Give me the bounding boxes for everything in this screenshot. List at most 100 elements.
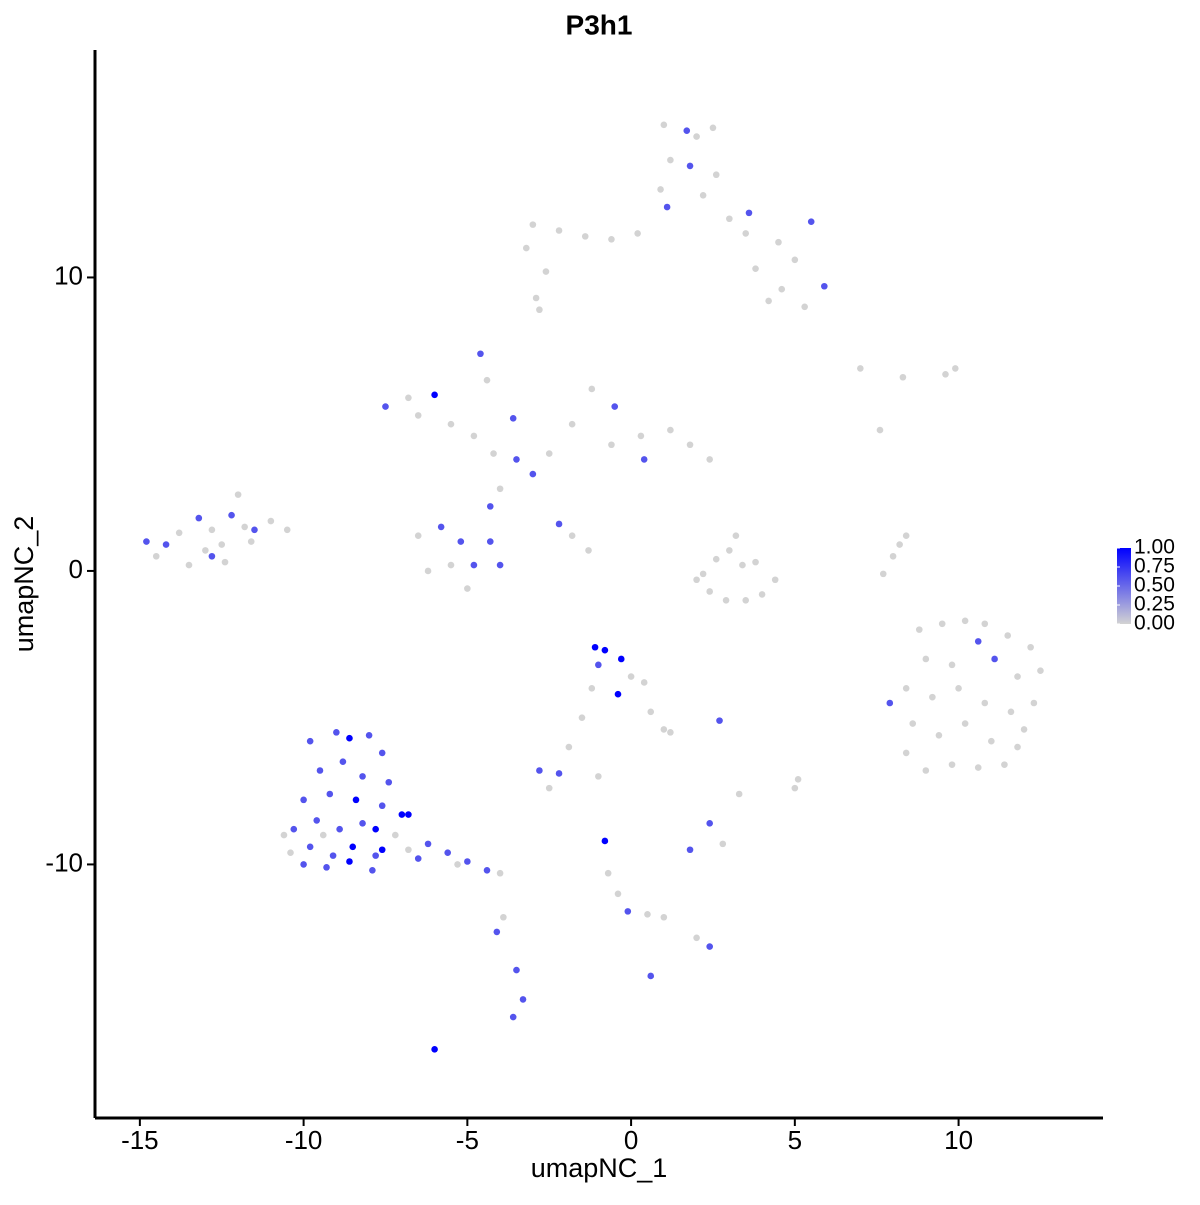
cell-point xyxy=(532,294,540,302)
cell-point xyxy=(981,699,989,707)
cell-point xyxy=(739,561,746,569)
cell-point xyxy=(398,811,406,818)
colorbar-tick-label: 0.75 xyxy=(1134,555,1175,578)
cell-point xyxy=(483,376,491,384)
cell-point xyxy=(758,591,766,598)
x-tick-label: -10 xyxy=(285,1125,323,1155)
cell-point xyxy=(346,858,353,865)
cell-point xyxy=(405,846,412,854)
cell-point xyxy=(952,365,959,372)
cell-point xyxy=(595,661,602,669)
cell-point xyxy=(1030,699,1038,707)
cell-point xyxy=(513,456,520,463)
cell-point xyxy=(392,831,399,839)
cell-point xyxy=(247,538,255,545)
x-tick-label: 10 xyxy=(944,1125,973,1155)
cell-point xyxy=(660,726,668,733)
cell-point xyxy=(686,162,694,170)
cell-point xyxy=(333,729,340,736)
chart-title: P3h1 xyxy=(566,9,633,40)
cell-point xyxy=(369,866,376,874)
cell-point xyxy=(961,617,969,625)
cell-point xyxy=(614,690,622,698)
cell-point xyxy=(346,734,353,742)
cell-point xyxy=(627,673,635,680)
cell-point xyxy=(601,646,609,654)
cell-point xyxy=(477,350,484,358)
cell-point xyxy=(195,514,203,522)
cell-point xyxy=(948,761,956,768)
cell-point xyxy=(765,297,772,305)
cell-point xyxy=(378,802,386,810)
cell-point xyxy=(319,831,327,839)
cell-point xyxy=(496,869,504,877)
cell-point xyxy=(667,156,674,164)
cell-point xyxy=(709,124,717,132)
cell-point xyxy=(1007,708,1015,716)
cell-point xyxy=(660,121,668,129)
cell-point xyxy=(522,244,530,252)
cell-point xyxy=(513,966,520,974)
cell-point xyxy=(464,585,471,592)
cell-point xyxy=(162,541,170,548)
cell-point xyxy=(988,737,995,745)
x-axis-label: umapNC_1 xyxy=(531,1153,668,1183)
colorbar-tick-label: 0.50 xyxy=(1134,574,1175,597)
cell-point xyxy=(1014,673,1021,680)
cell-point xyxy=(545,784,553,792)
cell-point xyxy=(961,720,969,727)
cell-point xyxy=(234,491,242,498)
cell-point xyxy=(935,731,943,739)
cell-point xyxy=(608,441,615,449)
cell-point xyxy=(287,849,294,856)
cell-point xyxy=(378,749,386,757)
cell-point xyxy=(581,233,589,240)
cell-point xyxy=(529,470,537,478)
cell-point xyxy=(752,265,759,272)
cell-point xyxy=(283,526,291,534)
cell-point xyxy=(431,391,438,399)
cell-point xyxy=(329,852,337,859)
cell-point xyxy=(251,526,258,534)
cell-point xyxy=(372,825,379,833)
cell-point xyxy=(529,221,537,228)
cell-point xyxy=(444,849,452,856)
cell-point xyxy=(585,547,592,554)
cell-point xyxy=(542,268,550,275)
cell-point xyxy=(644,911,651,918)
cell-point xyxy=(735,790,743,798)
cell-point xyxy=(902,749,910,757)
cell-point xyxy=(706,588,713,595)
cell-point xyxy=(608,235,615,243)
y-tick-label: 0 xyxy=(69,554,83,584)
cell-point xyxy=(493,928,501,936)
cell-point xyxy=(637,432,645,440)
cell-point xyxy=(821,282,828,290)
cell-point xyxy=(568,420,576,428)
cell-point xyxy=(536,306,543,314)
cell-point xyxy=(496,485,504,493)
cell-point xyxy=(886,699,894,707)
cell-point xyxy=(496,561,504,569)
cell-point xyxy=(306,737,314,745)
cell-point xyxy=(1004,632,1012,639)
cell-point xyxy=(686,441,694,449)
cell-point xyxy=(424,567,432,575)
y-tick-label: -10 xyxy=(45,847,83,877)
cell-point xyxy=(775,238,782,246)
cell-point xyxy=(981,620,989,628)
cell-point xyxy=(752,558,759,566)
cell-point xyxy=(634,230,641,237)
cell-point xyxy=(974,764,982,771)
cell-point xyxy=(509,1013,517,1021)
cell-point xyxy=(555,520,563,528)
cell-point xyxy=(879,570,887,578)
colorbar-tick-label: 0.00 xyxy=(1134,612,1175,635)
cell-point xyxy=(454,861,461,868)
cell-point xyxy=(699,191,707,199)
cell-point xyxy=(1037,667,1044,675)
cell-point xyxy=(683,127,691,135)
cell-point xyxy=(313,817,321,824)
cell-point xyxy=(614,890,622,898)
cell-point xyxy=(486,538,494,545)
